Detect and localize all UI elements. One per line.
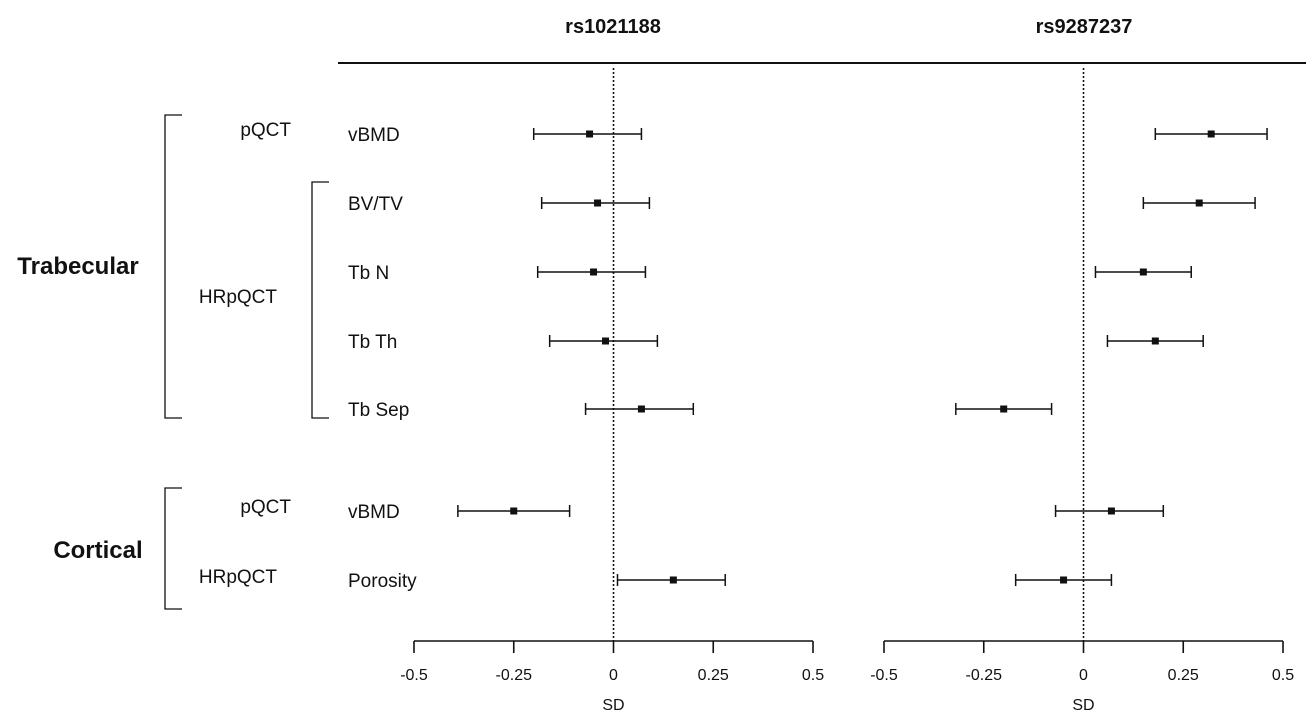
x-tick-label: -0.5 [400, 667, 428, 684]
x-tick-label: -0.25 [966, 667, 1003, 684]
row-label: Tb N [348, 263, 389, 284]
row-label: BV/TV [348, 194, 403, 215]
point-estimate [1151, 337, 1159, 345]
panel-title-rs9287237: rs9287237 [1036, 16, 1133, 38]
point-estimate [590, 268, 598, 276]
subgroup-label-pqct-cortical: pQCT [240, 497, 291, 518]
row-labels: vBMD BV/TV Tb N Tb Th Tb Sep vBMD Porosity [348, 125, 417, 592]
panel-0: -0.5 -0.25 0 0.25 0.5 SD [400, 68, 824, 714]
group-label-cortical: Cortical [53, 537, 142, 564]
row-label: vBMD [348, 502, 400, 523]
row-label: Tb Th [348, 332, 397, 353]
bracket-cortical [164, 487, 182, 610]
point-estimate [1139, 268, 1147, 276]
x-tick-label: 0.25 [1168, 667, 1199, 684]
panel-title-rs1021188: rs1021188 [565, 16, 661, 38]
point-estimate [1107, 507, 1115, 515]
x-axis-label: SD [1072, 697, 1094, 714]
point-estimate [602, 337, 610, 345]
x-tick-label: 0 [1079, 667, 1088, 684]
row-label: Tb Sep [348, 400, 409, 421]
x-tick-label: 0.5 [802, 667, 824, 684]
panels: -0.5 -0.25 0 0.25 0.5 SD -0.5 -0.25 0 0.25 0.5 SD [400, 68, 1294, 714]
point-estimate [637, 405, 645, 413]
point-estimate [1000, 405, 1008, 413]
subgroup-label-pqct-trabecular: pQCT [240, 120, 291, 141]
x-axis-label: SD [602, 697, 624, 714]
row-label: Porosity [348, 571, 417, 592]
bracket-trabecular [164, 114, 182, 419]
point-estimate [594, 199, 602, 207]
point-estimate [1060, 576, 1068, 584]
point-estimate [1207, 130, 1215, 138]
x-tick-label: 0.25 [698, 667, 729, 684]
group-label-trabecular: Trabecular [17, 253, 138, 280]
x-tick-label: 0.5 [1272, 667, 1294, 684]
point-estimate [669, 576, 677, 584]
point-estimate [1195, 199, 1203, 207]
subgroup-label-hrpqct-cortical: HRpQCT [199, 567, 278, 588]
point-estimate [586, 130, 594, 138]
bracket-trabecular-hrpqct [311, 181, 329, 419]
subgroup-label-hrpqct-trabecular: HRpQCT [199, 287, 278, 308]
row-label: vBMD [348, 125, 400, 146]
panel-1: -0.5 -0.25 0 0.25 0.5 SD [870, 68, 1294, 714]
x-tick-label: -0.25 [496, 667, 533, 684]
x-tick-label: -0.5 [870, 667, 898, 684]
x-tick-label: 0 [609, 667, 618, 684]
point-estimate [510, 507, 518, 515]
